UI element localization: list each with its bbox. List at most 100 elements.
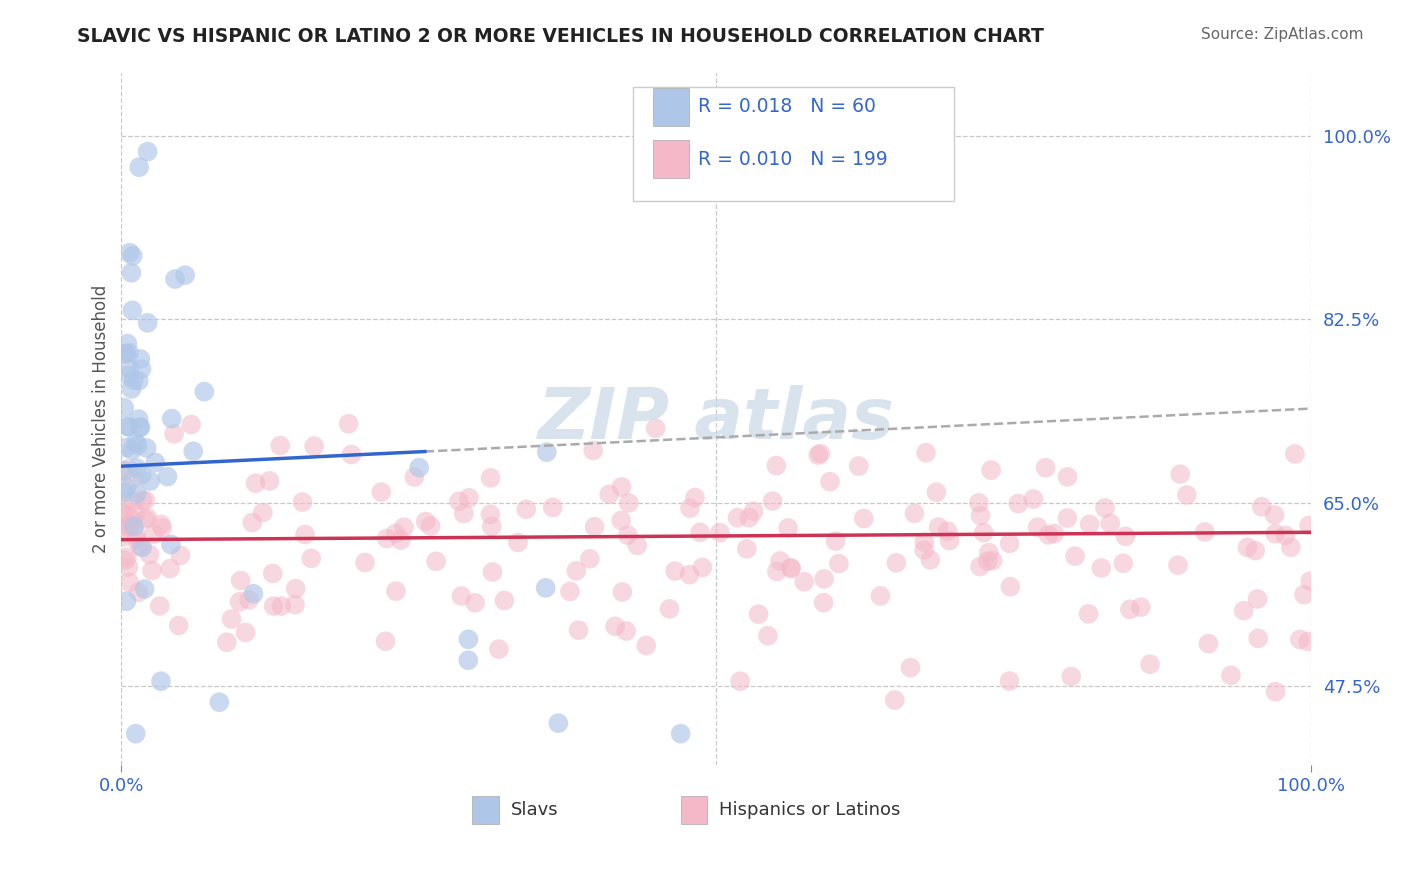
Text: Slavs: Slavs bbox=[510, 801, 558, 819]
Point bbox=[967, 496, 990, 510]
Point bbox=[115, 346, 138, 360]
Point bbox=[925, 485, 948, 500]
Text: Hispanics or Latinos: Hispanics or Latinos bbox=[718, 801, 900, 819]
Point bbox=[1194, 524, 1216, 539]
Point bbox=[125, 435, 148, 450]
Point bbox=[112, 530, 135, 544]
Point bbox=[294, 527, 316, 541]
Point bbox=[1043, 526, 1066, 541]
Point bbox=[128, 420, 150, 434]
FancyBboxPatch shape bbox=[681, 797, 707, 824]
FancyBboxPatch shape bbox=[654, 87, 689, 126]
Point bbox=[415, 515, 437, 529]
Point bbox=[565, 564, 588, 578]
Point bbox=[228, 595, 250, 609]
Point bbox=[221, 612, 243, 626]
Point bbox=[385, 584, 408, 599]
Point bbox=[118, 419, 141, 434]
Point bbox=[998, 674, 1021, 689]
Point bbox=[742, 504, 765, 518]
Point bbox=[129, 539, 152, 553]
Point bbox=[115, 550, 138, 565]
Text: ZIP atlas: ZIP atlas bbox=[537, 384, 894, 453]
Point bbox=[117, 560, 139, 574]
Point bbox=[912, 535, 935, 549]
Point bbox=[541, 500, 564, 515]
Point bbox=[453, 507, 475, 521]
Point bbox=[165, 272, 187, 286]
Point bbox=[912, 543, 935, 558]
Point bbox=[115, 519, 138, 533]
Point bbox=[969, 508, 991, 523]
Point bbox=[291, 495, 314, 509]
Point bbox=[981, 553, 1004, 567]
Point bbox=[392, 520, 415, 534]
Point bbox=[134, 512, 156, 526]
Point bbox=[761, 494, 783, 508]
Point bbox=[813, 572, 835, 586]
Point bbox=[117, 508, 139, 522]
Point bbox=[679, 501, 702, 516]
Point bbox=[129, 420, 152, 434]
Point bbox=[534, 581, 557, 595]
Point bbox=[138, 548, 160, 562]
Point bbox=[458, 491, 481, 505]
Point bbox=[1246, 591, 1268, 606]
Point bbox=[780, 560, 803, 574]
Point bbox=[617, 496, 640, 510]
Point bbox=[131, 362, 153, 376]
Point bbox=[115, 520, 138, 534]
Point bbox=[112, 347, 135, 361]
Point bbox=[129, 351, 152, 366]
Point bbox=[579, 551, 602, 566]
Point bbox=[900, 661, 922, 675]
Point bbox=[245, 476, 267, 491]
Point bbox=[494, 593, 516, 607]
Point bbox=[340, 448, 363, 462]
Point bbox=[738, 510, 761, 524]
Point bbox=[778, 521, 800, 535]
Point bbox=[128, 160, 150, 174]
Point bbox=[936, 524, 959, 539]
Point bbox=[780, 561, 803, 575]
Text: R = 0.010   N = 199: R = 0.010 N = 199 bbox=[699, 150, 889, 169]
Point bbox=[998, 536, 1021, 550]
Point bbox=[181, 444, 204, 458]
Point bbox=[765, 458, 787, 473]
Point bbox=[669, 726, 692, 740]
Point bbox=[1279, 540, 1302, 554]
FancyBboxPatch shape bbox=[633, 87, 955, 201]
Point bbox=[193, 384, 215, 399]
Point bbox=[1056, 511, 1078, 525]
Point bbox=[450, 589, 472, 603]
Point bbox=[114, 553, 136, 567]
Point bbox=[112, 497, 135, 511]
Point bbox=[174, 268, 197, 282]
Point bbox=[134, 582, 156, 596]
Point bbox=[1236, 541, 1258, 555]
Text: R = 0.018   N = 60: R = 0.018 N = 60 bbox=[699, 97, 876, 116]
Point bbox=[242, 587, 264, 601]
Point bbox=[139, 474, 162, 488]
Point bbox=[678, 567, 700, 582]
Point bbox=[419, 519, 441, 533]
Point bbox=[127, 438, 149, 452]
Point bbox=[479, 508, 502, 522]
Point bbox=[512, 779, 534, 793]
Point bbox=[180, 417, 202, 432]
Point bbox=[558, 584, 581, 599]
Point bbox=[810, 446, 832, 460]
Point bbox=[112, 401, 135, 415]
Point bbox=[1060, 669, 1083, 683]
Point bbox=[1078, 517, 1101, 532]
Point bbox=[1090, 561, 1112, 575]
Point bbox=[112, 485, 135, 500]
Y-axis label: 2 or more Vehicles in Household: 2 or more Vehicles in Household bbox=[93, 285, 110, 553]
Point bbox=[408, 460, 430, 475]
Point bbox=[141, 564, 163, 578]
Point bbox=[121, 249, 143, 263]
Point bbox=[143, 455, 166, 469]
Point bbox=[389, 533, 412, 547]
Point bbox=[1114, 529, 1136, 543]
Point bbox=[447, 494, 470, 508]
